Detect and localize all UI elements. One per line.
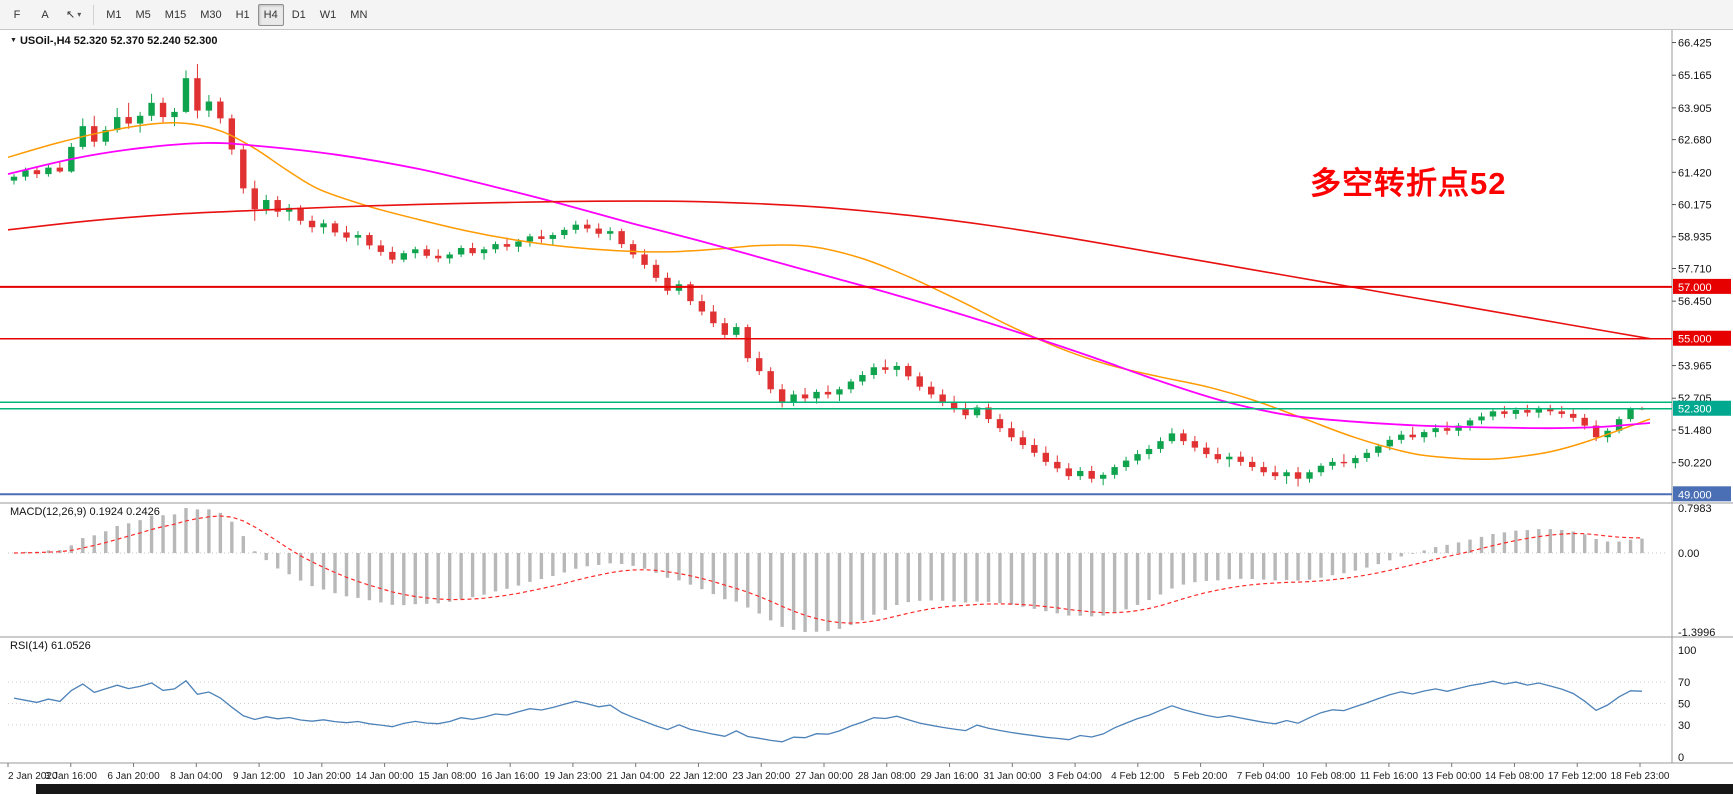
date-label: 9 Jan 12:00 (233, 771, 286, 782)
chart-area[interactable]: 66.425 65.165 63.905 62.680 61.420 60.175 58.9… (0, 30, 1733, 795)
date-label: 21 Jan 04:00 (607, 771, 665, 782)
price-tick-label: 63.905 (1678, 103, 1712, 115)
timeframe-button-m30[interactable]: M30 (200, 8, 222, 21)
price-tick-label: 53.965 (1678, 361, 1712, 373)
price-tick-label: 51.480 (1678, 425, 1712, 437)
price-tick-label: 57.710 (1678, 263, 1712, 275)
pointer-tool-icon: ↖ (66, 9, 76, 21)
macd-signal-line (13, 515, 1643, 624)
rsi-axis-label: 0 (1678, 752, 1684, 764)
date-label: 8 Jan 04:00 (170, 771, 223, 782)
timeframe-button-w1[interactable]: W1 (319, 8, 337, 21)
date-label: 23 Jan 20:00 (732, 771, 790, 782)
candlestick-series (10, 63, 1646, 487)
rsi-line (13, 679, 1643, 743)
date-label: 27 Jan 00:00 (795, 771, 853, 782)
dropdown-chevron-icon: ▾ (77, 10, 82, 19)
date-label: 3 Feb 04:00 (1048, 771, 1102, 782)
pointer-tool-button[interactable]: ↖ ▾ (60, 4, 87, 26)
macd-histogram (23, 508, 1644, 632)
rsi-axis-label: 30 (1678, 720, 1690, 732)
price-tag-57.000 (1673, 278, 1731, 294)
date-label: 18 Feb 23:00 (1611, 771, 1670, 782)
rsi-axis-label: 50 (1678, 699, 1690, 711)
price-tick-label: 62.680 (1678, 135, 1712, 147)
price-tick-label: 66.425 (1678, 38, 1712, 50)
date-label: 19 Jan 23:00 (544, 771, 602, 782)
symbol-ohlc-text: USOil-,H4 52.320 52.370 52.240 52.300 (19, 35, 218, 47)
chart-canvas[interactable]: 66.425 65.165 63.905 62.680 61.420 60.175 58.9… (0, 30, 1733, 795)
date-label: 15 Jan 08:00 (418, 771, 476, 782)
timeframe-button-m5[interactable]: M5 (135, 8, 151, 21)
timeframe-button-h4[interactable]: H4 (257, 3, 284, 26)
price-tag-52.300 (1673, 400, 1731, 416)
symbol-dropdown-icon[interactable]: ▼ (10, 37, 17, 44)
timeframe-button-m15[interactable]: M15 (164, 8, 187, 21)
date-label: 6 Jan 20:00 (107, 771, 160, 782)
price-tick-label: 58.935 (1678, 232, 1712, 244)
ma-slow-red-line (7, 200, 1651, 340)
price-tick-label: 61.420 (1678, 167, 1712, 179)
price-tag-label: 49.000 (1678, 489, 1712, 501)
date-label: 31 Jan 00:00 (983, 771, 1041, 782)
line-studies-group: F A ↖ ▾ (4, 4, 87, 26)
date-label: 14 Jan 00:00 (356, 771, 414, 782)
date-label: 3 Jan 16:00 (45, 771, 98, 782)
price-tick-label: 50.220 (1678, 458, 1712, 470)
timeframe-button-mn[interactable]: MN (350, 8, 368, 21)
timeframe-group: M1 M5 M15 M30 H1 H4 D1 W1 MN (100, 3, 373, 26)
ma-fast-orange-line (7, 121, 1651, 461)
price-tag-49.000 (1673, 486, 1731, 502)
macd-axis-label: 0.7983 (1678, 503, 1712, 515)
price-tick-label: 60.175 (1678, 200, 1712, 212)
date-label: 10 Feb 08:00 (1297, 771, 1356, 782)
toolbar: F A ↖ ▾ M1 M5 M15 M30 H1 H4 D1 W1 MN (0, 0, 1733, 30)
rsi-indicator-label: RSI(14) 61.0526 (10, 640, 91, 652)
price-tag-label: 55.000 (1678, 334, 1712, 346)
chart-annotation-text: 多空转折点52 (1310, 166, 1507, 201)
date-label: 11 Feb 16:00 (1360, 771, 1419, 782)
ma-medium-magenta-line (7, 142, 1651, 430)
date-label: 16 Jan 16:00 (481, 771, 539, 782)
timeframe-button-m1[interactable]: M1 (106, 8, 122, 21)
date-label: 14 Feb 08:00 (1485, 771, 1544, 782)
price-tick-label: 65.165 (1678, 70, 1712, 82)
date-label: 17 Feb 12:00 (1548, 771, 1607, 782)
fibonacci-tool-icon: F (13, 8, 21, 21)
date-label: 29 Jan 16:00 (921, 771, 979, 782)
text-tool-icon: A (41, 8, 49, 21)
date-label: 10 Jan 20:00 (293, 771, 351, 782)
date-label: 13 Feb 00:00 (1422, 771, 1481, 782)
rsi-axis-label: 100 (1678, 645, 1696, 657)
date-label: 7 Feb 04:00 (1237, 771, 1291, 782)
fibonacci-tool-button[interactable]: F (4, 4, 30, 26)
date-label: 2 Jan 2020 (8, 771, 58, 782)
macd-axis-label: 0.00 (1678, 548, 1699, 560)
toolbar-separator (93, 4, 95, 25)
timeframe-button-h1[interactable]: H1 (235, 8, 250, 21)
price-tick-label: 56.450 (1678, 296, 1712, 308)
price-tag-label: 52.300 (1678, 404, 1712, 416)
date-label: 22 Jan 12:00 (670, 771, 728, 782)
chart-symbol-info: ▼ USOil-,H4 52.320 52.370 52.240 52.300 (10, 35, 217, 47)
macd-indicator-label: MACD(12,26,9) 0.1924 0.2426 (10, 506, 160, 518)
horizontal-scrollbar[interactable] (36, 784, 1733, 794)
price-tag-55.000 (1673, 330, 1731, 346)
price-tag-label: 57.000 (1678, 282, 1712, 294)
date-label: 28 Jan 08:00 (858, 771, 916, 782)
text-tool-button[interactable]: A (32, 4, 58, 26)
date-label: 5 Feb 20:00 (1174, 771, 1228, 782)
macd-axis-label: -1.3996 (1678, 627, 1715, 639)
rsi-axis-label: 70 (1678, 677, 1690, 689)
timeframe-button-d1[interactable]: D1 (291, 8, 306, 21)
date-label: 4 Feb 12:00 (1111, 771, 1165, 782)
